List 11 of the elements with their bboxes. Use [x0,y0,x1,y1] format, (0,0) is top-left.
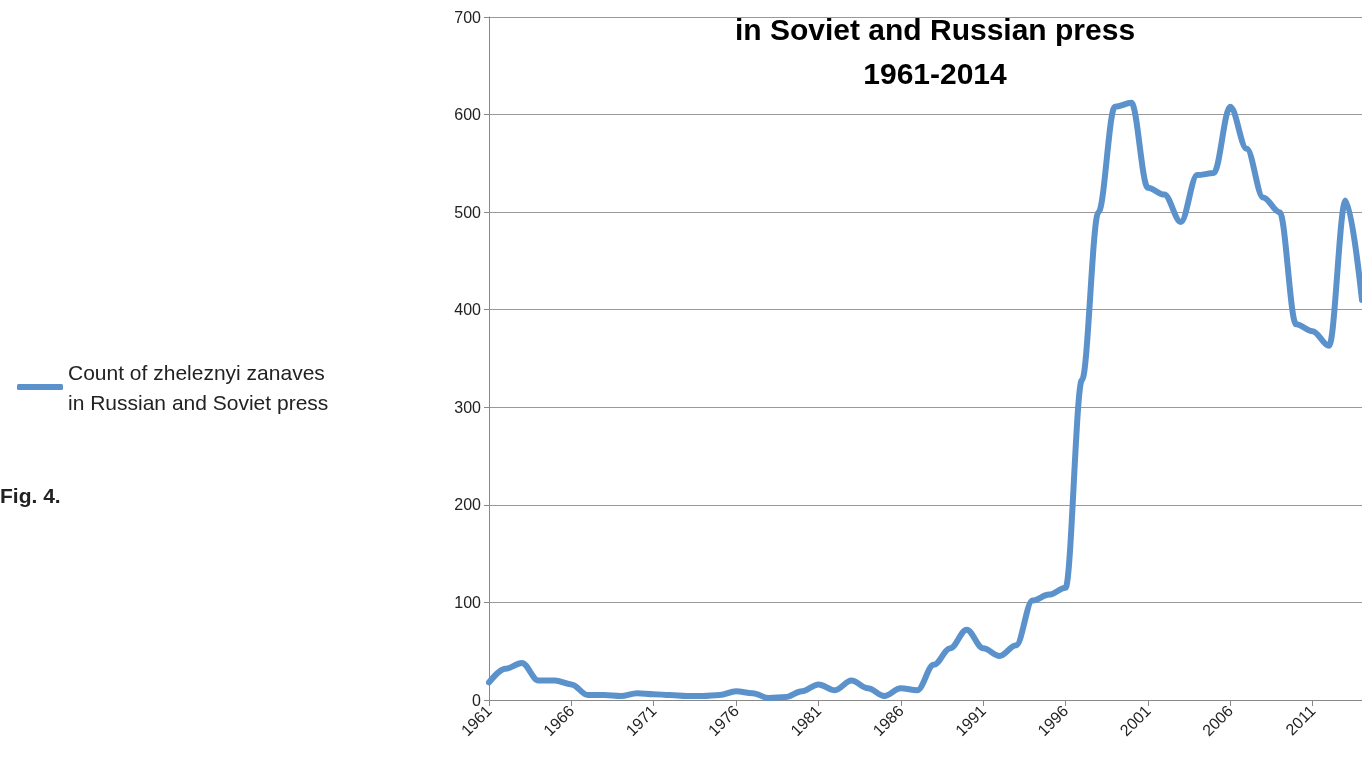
y-tick-label: 400 [454,301,482,319]
y-tick-label: 0 [472,691,482,709]
text: in Soviet and Russian press 1961-2014 [734,12,1136,90]
y-tick-label: 100 [454,593,482,611]
legend-label: Count of zheleznyi zanaves in Russian and Soviet press [68,360,329,414]
y-tick-label: 500 [454,203,482,221]
y-tick-label: 300 [454,398,482,416]
y-tick-label: 700 [454,8,482,26]
y-tick-label: 200 [454,496,482,514]
caption: Fig. 4. [0,484,61,507]
y-tick-label: 600 [454,106,482,124]
